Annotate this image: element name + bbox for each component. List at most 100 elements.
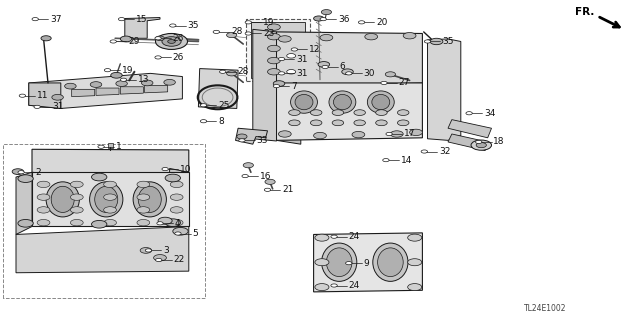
Text: 19: 19 <box>263 18 275 27</box>
Text: 29: 29 <box>128 37 140 46</box>
Circle shape <box>385 72 396 77</box>
Circle shape <box>421 150 428 153</box>
Circle shape <box>156 36 164 41</box>
Circle shape <box>424 40 431 43</box>
Circle shape <box>315 284 329 291</box>
Text: 31: 31 <box>52 102 63 111</box>
Text: 23: 23 <box>263 29 275 38</box>
Text: 36: 36 <box>338 15 349 24</box>
Circle shape <box>320 18 326 21</box>
Circle shape <box>162 37 181 46</box>
Text: 37: 37 <box>50 15 61 24</box>
Circle shape <box>287 70 296 74</box>
Circle shape <box>104 194 116 200</box>
Circle shape <box>331 235 337 238</box>
Circle shape <box>120 36 132 42</box>
Circle shape <box>397 120 409 126</box>
Circle shape <box>315 234 329 241</box>
Circle shape <box>289 110 300 115</box>
Circle shape <box>397 110 409 115</box>
Circle shape <box>354 110 365 115</box>
Circle shape <box>268 24 280 30</box>
Text: 21: 21 <box>282 185 294 194</box>
Ellipse shape <box>95 186 118 212</box>
Polygon shape <box>32 149 189 176</box>
Ellipse shape <box>372 94 390 110</box>
Circle shape <box>141 80 153 86</box>
Circle shape <box>200 104 207 107</box>
Circle shape <box>170 194 183 200</box>
Ellipse shape <box>138 186 161 212</box>
Circle shape <box>37 219 50 226</box>
Text: 24: 24 <box>349 281 360 290</box>
Circle shape <box>173 227 188 235</box>
Text: 22: 22 <box>173 256 185 264</box>
Circle shape <box>92 173 107 181</box>
Circle shape <box>278 72 285 75</box>
FancyBboxPatch shape <box>246 19 310 81</box>
Circle shape <box>220 70 226 73</box>
Circle shape <box>32 18 38 21</box>
Circle shape <box>264 188 271 191</box>
Circle shape <box>346 262 352 265</box>
Circle shape <box>168 40 175 43</box>
Circle shape <box>430 38 443 45</box>
Circle shape <box>476 140 482 144</box>
Text: 24: 24 <box>349 232 360 241</box>
Circle shape <box>245 21 252 24</box>
Ellipse shape <box>90 182 123 217</box>
Circle shape <box>104 207 116 213</box>
Circle shape <box>157 222 163 225</box>
Circle shape <box>104 219 116 226</box>
Circle shape <box>170 24 176 27</box>
Text: 19: 19 <box>122 66 134 75</box>
FancyBboxPatch shape <box>108 143 113 148</box>
Circle shape <box>346 72 352 75</box>
Circle shape <box>156 258 162 262</box>
Circle shape <box>239 139 245 142</box>
Circle shape <box>471 140 492 150</box>
Ellipse shape <box>372 243 408 281</box>
Circle shape <box>268 45 280 52</box>
Text: 28: 28 <box>231 27 243 36</box>
Circle shape <box>165 174 180 182</box>
Circle shape <box>242 174 248 178</box>
Text: 26: 26 <box>173 34 184 43</box>
Circle shape <box>137 207 150 213</box>
Circle shape <box>116 81 127 86</box>
Ellipse shape <box>333 94 351 110</box>
Circle shape <box>110 40 116 43</box>
Circle shape <box>331 284 337 287</box>
Ellipse shape <box>291 91 317 113</box>
Circle shape <box>98 145 104 148</box>
Circle shape <box>155 37 161 40</box>
Circle shape <box>137 219 150 226</box>
Text: 26: 26 <box>173 53 184 62</box>
Text: FR.: FR. <box>575 7 594 17</box>
Polygon shape <box>198 69 238 108</box>
Text: 2: 2 <box>36 168 42 177</box>
Ellipse shape <box>326 248 352 277</box>
Circle shape <box>34 105 40 108</box>
Circle shape <box>291 48 298 51</box>
Circle shape <box>162 167 168 171</box>
Circle shape <box>104 69 111 72</box>
Ellipse shape <box>51 186 74 212</box>
Ellipse shape <box>322 243 357 281</box>
Text: 28: 28 <box>237 67 249 76</box>
Text: 31: 31 <box>296 69 308 78</box>
Polygon shape <box>120 87 143 94</box>
Polygon shape <box>276 83 301 144</box>
Text: 1: 1 <box>116 142 122 151</box>
Circle shape <box>227 33 237 38</box>
Circle shape <box>381 81 387 85</box>
Circle shape <box>332 110 344 115</box>
Text: 8: 8 <box>218 117 224 126</box>
Circle shape <box>18 175 33 182</box>
Circle shape <box>237 134 247 139</box>
Circle shape <box>273 85 280 88</box>
Text: 4: 4 <box>175 219 180 228</box>
Text: 35: 35 <box>442 37 454 46</box>
Circle shape <box>314 16 324 21</box>
Circle shape <box>37 181 50 188</box>
